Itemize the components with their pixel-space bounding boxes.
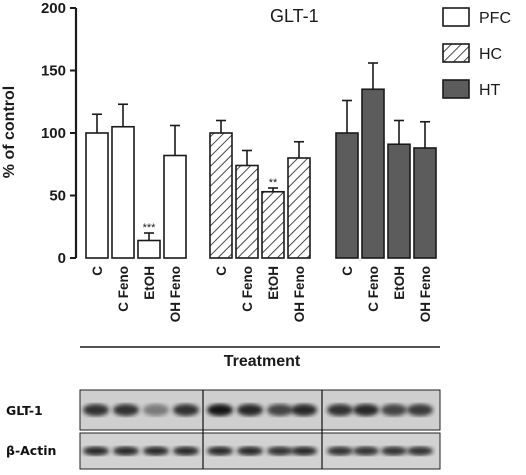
blot-band-actin [237, 446, 263, 456]
bar [163, 154, 187, 259]
legend-label: HC [479, 46, 502, 63]
x-category-label: EtOH [142, 266, 157, 300]
y-axis: 0 50 100 150 200 [41, 0, 78, 267]
blot-band-glt1 [207, 404, 233, 416]
blot-band-glt1 [237, 404, 263, 416]
significance-marker: *** [143, 222, 157, 234]
x-category-label: C [340, 266, 355, 276]
x-category-label: OH Feno [292, 266, 307, 322]
blot-row-label-glt1: GLT-1 [6, 403, 43, 418]
blot-band-glt1 [327, 404, 353, 416]
x-category-label: OH Feno [418, 266, 433, 322]
blot-band-glt1 [291, 404, 317, 416]
blot-band-actin [173, 446, 199, 456]
y-axis-label: % of control [1, 86, 18, 178]
bar [287, 157, 311, 259]
bar [261, 190, 285, 259]
legend-label: HT [479, 82, 501, 99]
blot-band-actin [353, 446, 379, 456]
bar [85, 132, 109, 259]
significance-marker: ** [269, 177, 278, 189]
legend: PFC HC HT [442, 7, 511, 99]
bar [413, 147, 437, 259]
blot-band-actin [83, 446, 109, 456]
bar-series: ***** [85, 62, 437, 259]
blot-band-actin [291, 446, 317, 456]
blot-band-glt1 [143, 404, 169, 416]
blot-band-glt1 [267, 404, 293, 416]
y-tick-label: 50 [49, 188, 66, 205]
legend-swatch [442, 79, 470, 99]
y-tick-label: 200 [41, 0, 66, 17]
bar [209, 132, 233, 259]
blot-band-actin [207, 446, 233, 456]
blot-band-glt1 [173, 404, 199, 416]
blot-band-actin [267, 446, 293, 456]
x-category-label: C Feno [366, 266, 381, 312]
blot-row-label-actin: β-Actin [6, 443, 56, 458]
blot-band-actin [381, 446, 407, 456]
blot-band-glt1 [407, 404, 433, 416]
x-category-label: C [214, 266, 229, 276]
x-category-label: C Feno [240, 266, 255, 312]
blot-band-actin [407, 446, 433, 456]
legend-swatch [442, 43, 470, 63]
x-category-label: OH Feno [168, 266, 183, 322]
blot-band-actin [327, 446, 353, 456]
x-category-label: EtOH [392, 266, 407, 300]
bar [335, 132, 359, 259]
x-category-labels: C C Feno EtOH OH Feno C C Feno EtOH OH Feno C C F… [90, 266, 433, 323]
blot-band-glt1 [113, 404, 139, 416]
blot-bands [83, 404, 433, 456]
y-tick-label: 100 [41, 125, 66, 142]
bar [387, 143, 411, 259]
western-blot: GLT-1 β-Actin [6, 389, 441, 470]
blot-band-glt1 [381, 404, 407, 416]
y-tick-label: 150 [41, 63, 66, 80]
bar [235, 164, 259, 259]
y-tick-label: 0 [58, 250, 66, 267]
x-category-label: C [90, 266, 105, 276]
chart-title: GLT-1 [270, 6, 319, 26]
bar [111, 125, 135, 259]
x-axis-label: Treatment [224, 353, 301, 370]
bar [361, 88, 385, 259]
blot-band-actin [113, 446, 139, 456]
legend-label: PFC [479, 10, 511, 27]
blot-band-actin [143, 446, 169, 456]
x-category-label: EtOH [266, 266, 281, 300]
x-category-label: C Feno [116, 266, 131, 312]
blot-band-glt1 [83, 404, 109, 416]
bar [137, 239, 161, 259]
legend-swatch [442, 7, 470, 27]
blot-band-glt1 [353, 404, 379, 416]
